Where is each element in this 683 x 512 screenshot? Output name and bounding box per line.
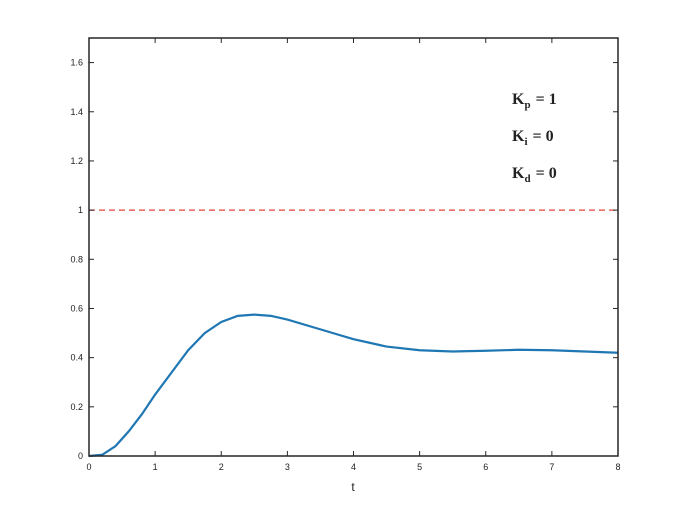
- annotation-value: = 0: [533, 128, 554, 145]
- annotation-symbol: K: [512, 91, 525, 108]
- annotation-subscript: i: [524, 136, 527, 148]
- x-tick-label: 3: [285, 462, 290, 472]
- y-tick-label: 0.8: [70, 254, 83, 264]
- y-tick-label: 1.6: [70, 58, 83, 68]
- x-tick-label: 2: [219, 462, 224, 472]
- y-tick-label: 0.4: [70, 353, 83, 363]
- x-tick-label: 8: [615, 462, 620, 472]
- x-axis-label: t: [351, 480, 355, 494]
- x-tick-label: 0: [86, 462, 91, 472]
- y-tick-label: 0.6: [70, 303, 83, 313]
- annotation: Ki = 0: [512, 128, 554, 148]
- y-tick-label: 0: [78, 451, 83, 461]
- response-line: [88, 313, 619, 458]
- annotation: Kd = 0: [512, 165, 557, 185]
- y-tick-label: 1.2: [70, 156, 83, 166]
- x-tick-label: 4: [351, 462, 356, 472]
- x-tick-label: 5: [417, 462, 422, 472]
- annotation-value: = 1: [536, 91, 557, 108]
- y-tick-label: 0.2: [70, 402, 83, 412]
- annotation: Kp = 1: [512, 91, 557, 111]
- y-tick-label: 1.4: [70, 107, 83, 117]
- y-tick-label: 1: [78, 205, 83, 215]
- x-tick-label: 7: [549, 462, 554, 472]
- annotation-value: = 0: [536, 165, 557, 182]
- annotation-subscript: d: [524, 173, 530, 185]
- annotation-symbol: K: [512, 128, 525, 145]
- x-tick-label: 6: [483, 462, 488, 472]
- annotation-subscript: p: [524, 99, 530, 111]
- x-tick-label: 1: [153, 462, 158, 472]
- annotation-symbol: K: [512, 165, 525, 182]
